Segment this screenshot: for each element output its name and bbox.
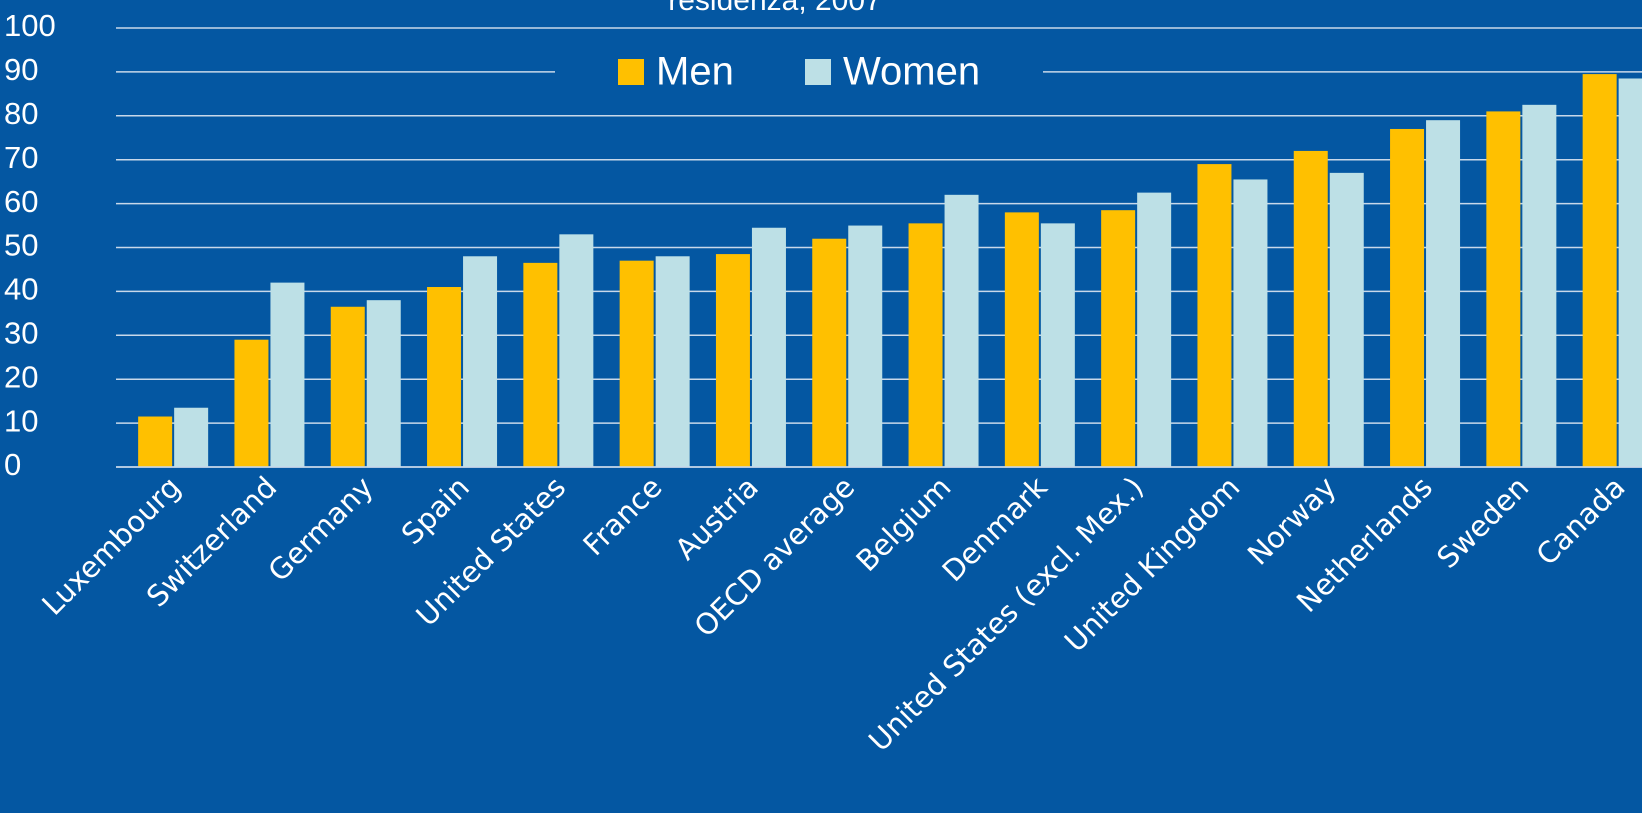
bar	[1426, 120, 1461, 467]
legend-label: Women	[843, 50, 980, 94]
y-tick-label: 70	[4, 140, 38, 175]
bar	[908, 223, 943, 467]
bar	[463, 256, 498, 467]
y-tick-label: 100	[4, 8, 56, 43]
bar	[944, 194, 979, 467]
bar	[559, 234, 594, 467]
y-tick-label: 80	[4, 96, 38, 131]
bar	[715, 254, 750, 467]
bar	[751, 227, 786, 467]
legend-label: Men	[656, 50, 734, 94]
bar	[330, 306, 365, 467]
bar	[1101, 210, 1136, 467]
bar	[366, 300, 401, 467]
y-tick-label: 60	[4, 184, 38, 219]
bar	[1522, 104, 1557, 467]
bar	[270, 282, 305, 467]
bar	[655, 256, 690, 467]
y-tick-label: 40	[4, 272, 38, 307]
y-tick-label: 0	[4, 447, 21, 482]
y-tick-label: 90	[4, 52, 38, 87]
bar	[812, 238, 847, 467]
bar	[523, 262, 558, 467]
bar	[1004, 212, 1039, 467]
bar	[1329, 172, 1364, 467]
bar	[1293, 150, 1328, 468]
bar	[138, 416, 173, 467]
bar	[174, 407, 209, 467]
bar	[1618, 78, 1642, 468]
bar	[234, 339, 269, 467]
y-tick-label: 30	[4, 315, 38, 350]
bar	[427, 287, 462, 467]
bar	[1582, 74, 1617, 467]
bar	[1137, 192, 1172, 467]
y-tick-label: 10	[4, 403, 38, 438]
y-tick-label: 20	[4, 359, 38, 394]
chart-title: residenza, 2007	[668, 0, 882, 17]
bar	[1197, 164, 1232, 467]
legend-swatch	[805, 59, 831, 85]
bar	[1040, 223, 1075, 467]
bar	[1390, 128, 1425, 467]
bar	[1486, 111, 1521, 467]
bar	[1233, 179, 1268, 467]
bar	[848, 225, 883, 467]
legend-swatch	[618, 59, 644, 85]
bar	[619, 260, 654, 467]
y-tick-label: 50	[4, 228, 38, 263]
